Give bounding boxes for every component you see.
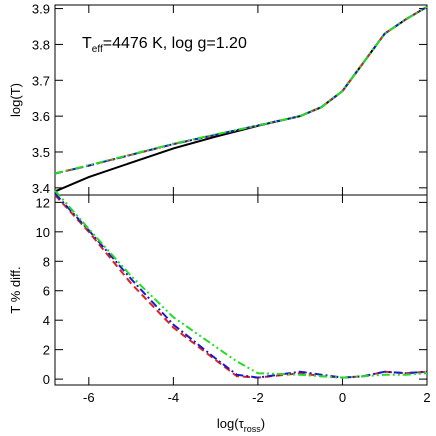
annotation-part: =4476 K, log g=1.20 xyxy=(103,35,247,52)
plot-frame xyxy=(54,194,428,386)
y-tick-label: 4 xyxy=(43,313,50,328)
y-axis-label: T % diff. xyxy=(8,266,23,313)
plot-frame xyxy=(54,4,428,196)
y-tick-label: 6 xyxy=(43,284,50,299)
y-tick-label: 2 xyxy=(43,343,50,358)
x-tick-label: -2 xyxy=(252,390,264,405)
x-axis-label: log(τross) xyxy=(217,416,265,434)
annotation: Teff=4476 K, log g=1.20 xyxy=(82,35,247,55)
data-line xyxy=(54,5,428,175)
y-tick-label: 3.5 xyxy=(32,145,50,160)
data-line xyxy=(54,5,428,175)
y-tick-label: 0 xyxy=(43,372,50,387)
y-tick-label: 3.6 xyxy=(32,109,50,124)
x-tick-label: -4 xyxy=(168,390,180,405)
data-line xyxy=(54,189,428,379)
data-line xyxy=(54,194,428,379)
data-line xyxy=(54,5,428,175)
y-tick-label: 12 xyxy=(36,195,50,210)
y-tick-label: 3.4 xyxy=(32,181,50,196)
data-line xyxy=(54,192,428,379)
y-tick-label: 8 xyxy=(43,254,50,269)
annotation-subscript: eff xyxy=(92,44,103,55)
x-label-part: ) xyxy=(261,416,265,431)
x-tick-label: 2 xyxy=(423,390,430,405)
x-tick-label: 0 xyxy=(339,390,346,405)
y-axis-label: log(T) xyxy=(8,83,23,117)
y-tick-label: 3.7 xyxy=(32,73,50,88)
y-tick-label: 3.8 xyxy=(32,37,50,52)
x-label-subscript: ross xyxy=(244,424,262,434)
annotation-part: T xyxy=(82,35,92,52)
y-tick-label: 10 xyxy=(36,225,50,240)
x-tick-label: -6 xyxy=(83,390,95,405)
x-label-part: log(τ xyxy=(217,416,245,431)
y-tick-label: 3.9 xyxy=(32,2,50,17)
